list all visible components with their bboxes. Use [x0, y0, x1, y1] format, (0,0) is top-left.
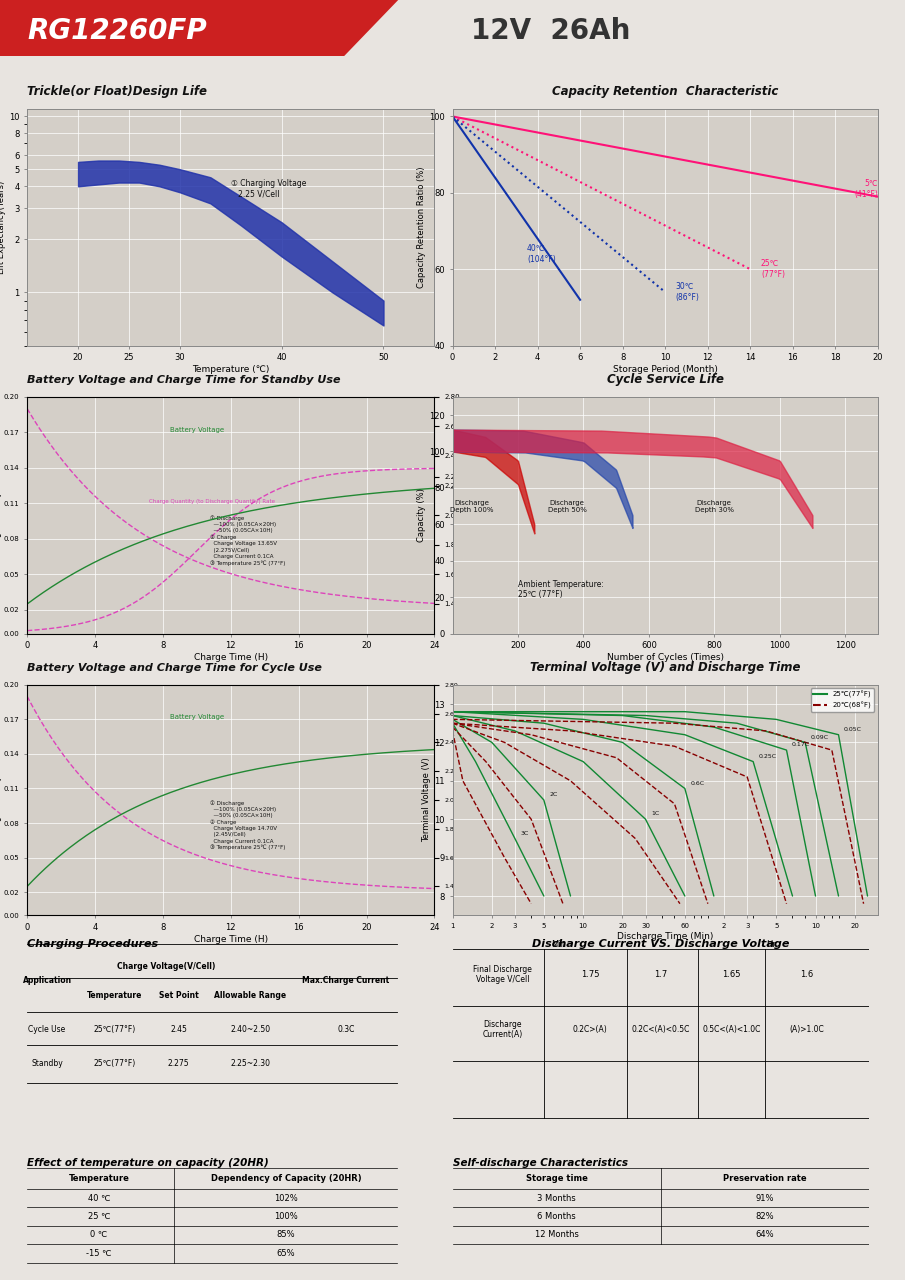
- Text: 2C: 2C: [549, 792, 557, 797]
- Text: (A)>1.0C: (A)>1.0C: [789, 1025, 824, 1034]
- Text: Charge Voltage(V/Cell): Charge Voltage(V/Cell): [118, 961, 215, 970]
- Y-axis label: Capacity Retention Ratio (%): Capacity Retention Ratio (%): [417, 166, 426, 288]
- Text: 85%: 85%: [277, 1230, 295, 1239]
- Text: 0.3C: 0.3C: [337, 1025, 355, 1034]
- Text: Battery Voltage: Battery Voltage: [170, 714, 224, 721]
- Legend: 25℃(77°F), 20℃(68°F): 25℃(77°F), 20℃(68°F): [811, 689, 874, 712]
- Text: Battery Voltage and Charge Time for Standby Use: Battery Voltage and Charge Time for Stan…: [27, 375, 340, 384]
- Text: Trickle(or Float)Design Life: Trickle(or Float)Design Life: [27, 84, 207, 99]
- Text: Temperature: Temperature: [87, 991, 142, 1000]
- Text: ① Charging Voltage
   2.25 V/Cell: ① Charging Voltage 2.25 V/Cell: [231, 179, 306, 198]
- Text: Preservation rate: Preservation rate: [723, 1174, 806, 1183]
- Text: 3 Months: 3 Months: [538, 1193, 576, 1203]
- Text: 0.6C: 0.6C: [691, 781, 704, 786]
- Text: Dependency of Capacity (20HR): Dependency of Capacity (20HR): [211, 1174, 361, 1183]
- Text: Self-discharge Characteristics: Self-discharge Characteristics: [452, 1157, 627, 1167]
- Text: Final Discharge
Voltage V/Cell: Final Discharge Voltage V/Cell: [473, 965, 532, 984]
- Text: 0 ℃: 0 ℃: [90, 1230, 108, 1239]
- Text: 0.2C<(A)<0.5C: 0.2C<(A)<0.5C: [632, 1025, 690, 1034]
- Polygon shape: [0, 0, 398, 56]
- Text: Allowable Range: Allowable Range: [214, 991, 286, 1000]
- Text: 1.7: 1.7: [654, 970, 667, 979]
- Text: Cycle Use: Cycle Use: [28, 1025, 66, 1034]
- Text: 64%: 64%: [756, 1230, 774, 1239]
- Text: 0.2C>(A): 0.2C>(A): [573, 1025, 607, 1034]
- Text: 0.09C: 0.09C: [811, 735, 829, 740]
- Y-axis label: Battery Voltage (V/Per Cell): Battery Voltage (V/Per Cell): [460, 748, 469, 852]
- Text: Standby: Standby: [31, 1059, 63, 1068]
- Text: 25℃(77°F): 25℃(77°F): [93, 1059, 136, 1068]
- Text: Application: Application: [23, 977, 71, 986]
- Text: 30℃
(86°F): 30℃ (86°F): [676, 283, 700, 302]
- Text: 0.5C<(A)<1.0C: 0.5C<(A)<1.0C: [702, 1025, 760, 1034]
- Text: 1C: 1C: [651, 812, 659, 817]
- Text: 1.75: 1.75: [581, 970, 599, 979]
- Text: 0.05C: 0.05C: [844, 727, 862, 732]
- Text: Set Point: Set Point: [158, 991, 198, 1000]
- Text: Ambient Temperature:
25℃ (77°F): Ambient Temperature: 25℃ (77°F): [518, 580, 604, 599]
- Text: Capacity Retention  Characteristic: Capacity Retention Characteristic: [552, 84, 778, 99]
- Text: 0.25C: 0.25C: [758, 754, 776, 759]
- Text: Discharge
Current(A): Discharge Current(A): [482, 1020, 522, 1039]
- Text: Storage time: Storage time: [526, 1174, 587, 1183]
- Text: Charging Procedures: Charging Procedures: [27, 938, 158, 948]
- Text: 1.6: 1.6: [800, 970, 813, 979]
- Text: -15 ℃: -15 ℃: [86, 1249, 111, 1258]
- Y-axis label: Charge Current (CA)
Charge Quantity (%): Charge Current (CA) Charge Quantity (%): [0, 476, 3, 554]
- Text: Battery Voltage and Charge Time for Cycle Use: Battery Voltage and Charge Time for Cycl…: [27, 663, 322, 672]
- Text: 2.25~2.30: 2.25~2.30: [230, 1059, 270, 1068]
- X-axis label: Charge Time (H): Charge Time (H): [194, 934, 268, 943]
- Text: 100%: 100%: [274, 1212, 298, 1221]
- Text: Terminal Voltage (V) and Discharge Time: Terminal Voltage (V) and Discharge Time: [530, 660, 800, 675]
- Text: ① Discharge
  —100% (0.05CA×20H)
  —50% (0.05CA×10H)
② Charge
  Charge Voltage 1: ① Discharge —100% (0.05CA×20H) —50% (0.0…: [210, 515, 286, 566]
- Text: Min: Min: [551, 941, 567, 950]
- Text: Battery Voltage: Battery Voltage: [170, 428, 224, 434]
- Text: 2.40~2.50: 2.40~2.50: [230, 1025, 271, 1034]
- Text: 25℃(77°F): 25℃(77°F): [93, 1025, 136, 1034]
- Text: 12V  26Ah: 12V 26Ah: [471, 17, 630, 45]
- Text: Temperature: Temperature: [69, 1174, 129, 1183]
- Y-axis label: Battery Voltage (V/Per Cell): Battery Voltage (V/Per Cell): [462, 462, 471, 568]
- Text: ① Discharge
  —100% (0.05CA×20H)
  —50% (0.05CA×10H)
② Charge
  Charge Voltage 1: ① Discharge —100% (0.05CA×20H) —50% (0.0…: [210, 800, 286, 850]
- Text: Discharge
Depth 50%: Discharge Depth 50%: [548, 499, 586, 512]
- X-axis label: Discharge Time (Min): Discharge Time (Min): [617, 932, 713, 941]
- Text: Discharge
Depth 100%: Discharge Depth 100%: [451, 499, 494, 512]
- Text: 12 Months: 12 Months: [535, 1230, 578, 1239]
- X-axis label: Charge Time (H): Charge Time (H): [194, 653, 268, 662]
- Y-axis label: Capacity (%): Capacity (%): [417, 488, 426, 543]
- Text: RG12260FP: RG12260FP: [27, 17, 207, 45]
- Y-axis label: Terminal Voltage (V): Terminal Voltage (V): [423, 758, 432, 842]
- Text: Charge Quantity (to Discharge Quantity) Rate: Charge Quantity (to Discharge Quantity) …: [149, 499, 275, 504]
- Text: Discharge
Depth 30%: Discharge Depth 30%: [695, 499, 734, 512]
- Text: Discharge Current VS. Discharge Voltage: Discharge Current VS. Discharge Voltage: [532, 938, 789, 948]
- Text: 40℃
(104°F): 40℃ (104°F): [527, 244, 556, 264]
- Text: 6 Months: 6 Months: [538, 1212, 576, 1221]
- X-axis label: Temperature (℃): Temperature (℃): [192, 365, 270, 374]
- Text: 102%: 102%: [274, 1193, 298, 1203]
- Y-axis label: Lift Expectancy(Years): Lift Expectancy(Years): [0, 180, 6, 274]
- Text: Effect of temperature on capacity (20HR): Effect of temperature on capacity (20HR): [27, 1157, 269, 1167]
- Text: 0.17C: 0.17C: [792, 742, 810, 748]
- Text: 91%: 91%: [756, 1193, 774, 1203]
- X-axis label: Number of Cycles (Times): Number of Cycles (Times): [606, 653, 724, 662]
- Text: 2.45: 2.45: [170, 1025, 187, 1034]
- Text: 65%: 65%: [277, 1249, 295, 1258]
- Text: 2.275: 2.275: [167, 1059, 189, 1068]
- Text: 5℃
(41°F): 5℃ (41°F): [854, 179, 878, 198]
- Text: 25℃
(77°F): 25℃ (77°F): [761, 260, 785, 279]
- Text: Max.Charge Current: Max.Charge Current: [302, 977, 389, 986]
- Text: 82%: 82%: [756, 1212, 774, 1221]
- Text: 25 ℃: 25 ℃: [88, 1212, 110, 1221]
- Text: Hr: Hr: [767, 941, 776, 950]
- Y-axis label: Charge Current (CA)
Charge Quantity (%): Charge Current (CA) Charge Quantity (%): [0, 760, 3, 840]
- Text: 3C: 3C: [520, 831, 529, 836]
- Text: 40 ℃: 40 ℃: [88, 1193, 110, 1203]
- X-axis label: Storage Period (Month): Storage Period (Month): [613, 365, 718, 374]
- Text: 1.65: 1.65: [722, 970, 740, 979]
- Text: Cycle Service Life: Cycle Service Life: [606, 372, 724, 387]
